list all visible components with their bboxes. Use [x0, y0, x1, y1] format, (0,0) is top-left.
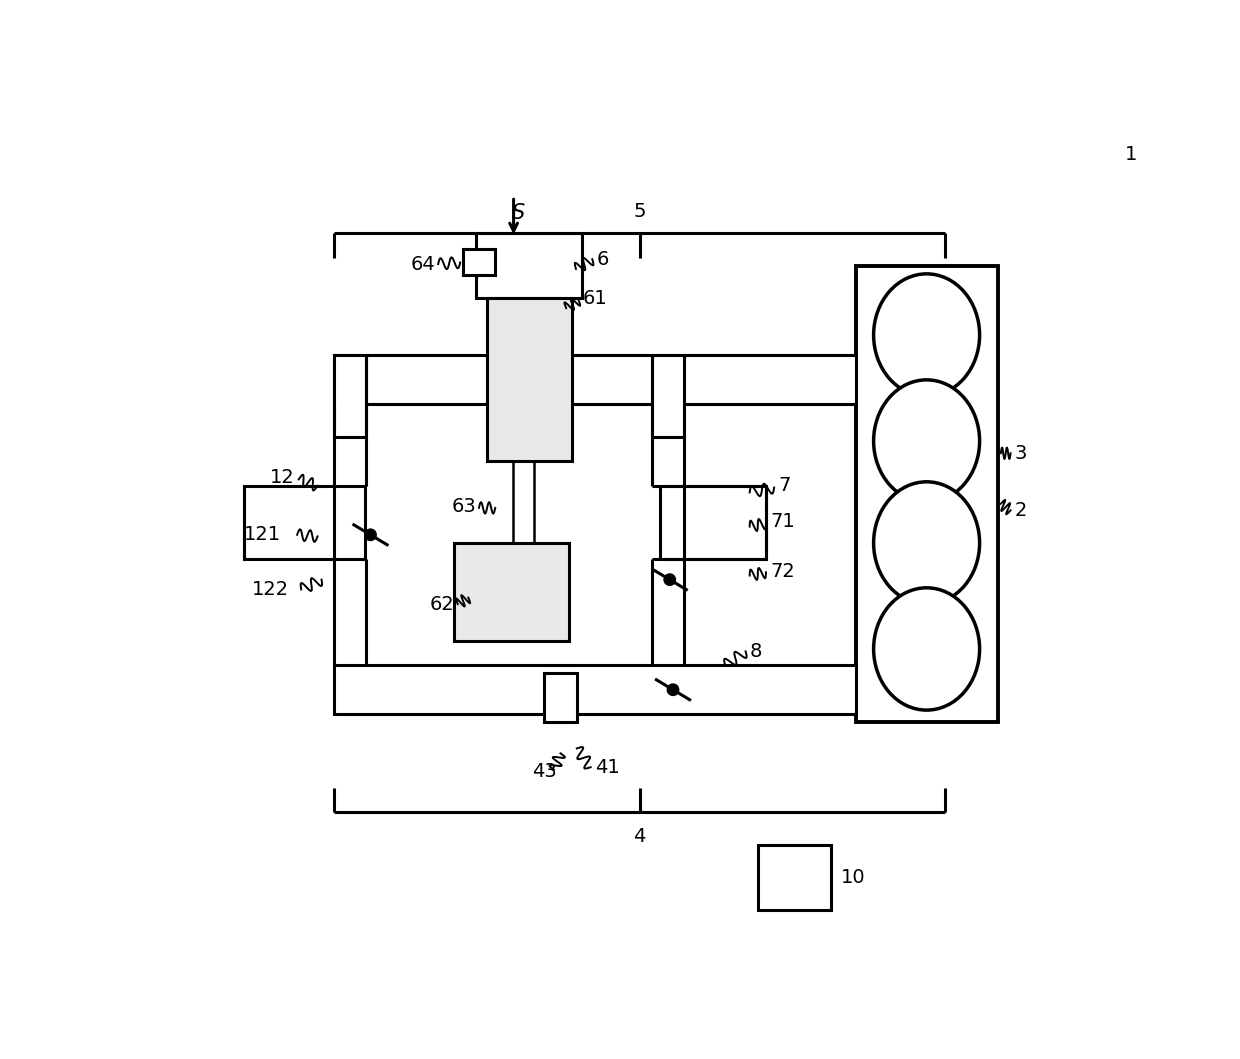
Bar: [544, 674, 577, 722]
Bar: [476, 233, 583, 299]
Text: 7: 7: [779, 477, 791, 496]
Text: 122: 122: [252, 580, 289, 599]
Text: 121: 121: [244, 525, 281, 544]
Circle shape: [365, 530, 376, 540]
Ellipse shape: [874, 380, 980, 502]
Text: 61: 61: [583, 289, 608, 308]
Ellipse shape: [874, 588, 980, 711]
Text: 64: 64: [410, 254, 435, 273]
Text: 12: 12: [270, 468, 295, 487]
Text: 1: 1: [1125, 145, 1137, 164]
Bar: [463, 250, 495, 275]
Text: 71: 71: [770, 513, 795, 532]
Text: 2: 2: [1014, 501, 1027, 520]
Circle shape: [667, 684, 678, 696]
Text: S: S: [511, 202, 525, 222]
Text: 3: 3: [1014, 444, 1027, 463]
Circle shape: [665, 574, 676, 586]
Text: 63: 63: [451, 497, 476, 516]
Bar: [334, 665, 856, 714]
Bar: [758, 845, 831, 910]
Bar: [487, 299, 572, 462]
Text: 5: 5: [634, 201, 646, 220]
Text: 62: 62: [430, 594, 455, 613]
Bar: [856, 266, 998, 722]
Bar: [455, 543, 569, 641]
Text: 6: 6: [596, 250, 609, 269]
Text: 72: 72: [770, 562, 795, 581]
Bar: [244, 486, 365, 559]
Text: 43: 43: [532, 761, 557, 780]
Bar: [652, 356, 684, 437]
Bar: [334, 356, 856, 405]
Ellipse shape: [874, 274, 980, 396]
Ellipse shape: [874, 482, 980, 604]
Text: 4: 4: [634, 827, 646, 846]
Bar: [660, 486, 766, 559]
Text: 10: 10: [841, 867, 866, 886]
Text: 8: 8: [750, 642, 763, 661]
Bar: [334, 356, 366, 437]
Text: 41: 41: [595, 757, 620, 776]
